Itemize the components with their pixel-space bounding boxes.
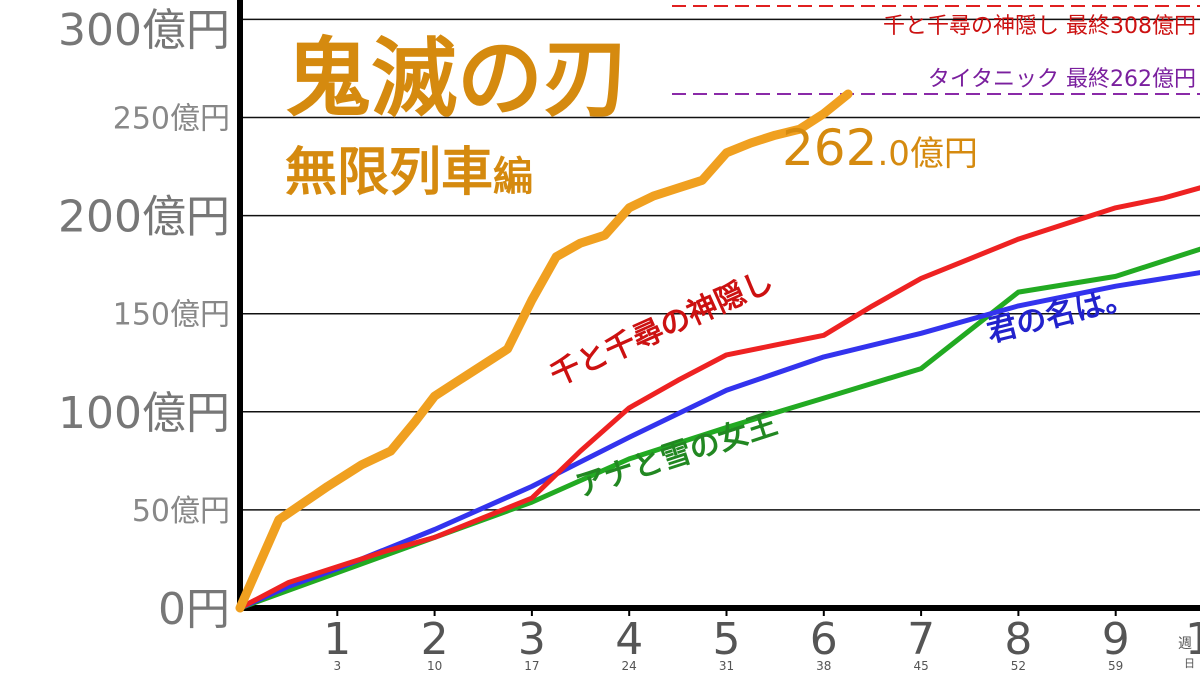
series-lines	[235, 89, 1200, 613]
ref-label-titanic: タイタニック 最終262億円	[928, 67, 1196, 92]
series-line-0	[235, 89, 853, 613]
x-tick-label-week-8: 8	[1004, 614, 1032, 665]
x-tick-label-day-7: 45	[913, 659, 928, 673]
x-tick-label-week-9: 9	[1102, 614, 1130, 665]
x-tick-label-week-5: 5	[713, 614, 741, 665]
series-line-1	[237, 185, 1200, 611]
x-tick-label-day-2: 10	[427, 659, 442, 673]
x-unit-day: 日	[1184, 657, 1195, 670]
y-tick-label-150: 150億円	[113, 298, 230, 333]
x-tick-label-day-6: 38	[816, 659, 831, 673]
y-tick-label-100: 100億円	[58, 388, 230, 439]
ref-label-sen: 千と千尋の神隠し 最終308億円	[883, 14, 1196, 39]
reference-lines	[672, 5, 1200, 95]
x-tick-label-week-10: 10	[1185, 614, 1200, 665]
y-tick-label-0: 0円	[158, 584, 230, 635]
x-tick-label-day-3: 17	[524, 659, 539, 673]
x-tick-label-day-5: 31	[719, 659, 734, 673]
x-tick-label-day-1: 3	[333, 659, 341, 673]
x-tick-label-week-7: 7	[907, 614, 935, 665]
x-tick-label-week-4: 4	[615, 614, 643, 665]
current-value-label: 262.0億円	[782, 119, 978, 177]
axes	[237, 0, 1200, 616]
x-tick-label-week-1: 1	[323, 614, 351, 665]
current-value-unit: 億円	[910, 134, 978, 174]
current-value-main: 262	[782, 119, 877, 177]
chart-title: 鬼滅の刃	[285, 29, 629, 129]
y-tick-label-50: 50億円	[132, 494, 230, 529]
grid-lines	[240, 18, 1200, 511]
x-tick-label-week-2: 2	[421, 614, 449, 665]
y-tick-label-300: 300億円	[58, 5, 230, 56]
chart-subtitle-suffix: 編	[493, 154, 533, 200]
chart-subtitle-main: 無限列車	[285, 143, 493, 203]
current-value-decimal: .0	[877, 134, 909, 174]
chart-subtitle: 無限列車編	[285, 143, 533, 203]
x-tick-label-day-9: 59	[1108, 659, 1123, 673]
x-tick-labels: 132103174245316387458529591066	[323, 614, 1200, 673]
y-tick-label-250: 250億円	[113, 102, 230, 137]
y-tick-labels: 0円 50億円 100億円 150億円 200億円 250億円 300億円	[58, 5, 230, 635]
x-unit-week: 週	[1178, 636, 1192, 652]
series-line-3	[237, 246, 1200, 611]
x-tick-label-day-4: 24	[622, 659, 637, 673]
y-tick-label-200: 200億円	[58, 192, 230, 243]
x-tick-label-week-3: 3	[518, 614, 546, 665]
x-tick-label-week-6: 6	[810, 614, 838, 665]
x-tick-label-day-8: 52	[1011, 659, 1026, 673]
